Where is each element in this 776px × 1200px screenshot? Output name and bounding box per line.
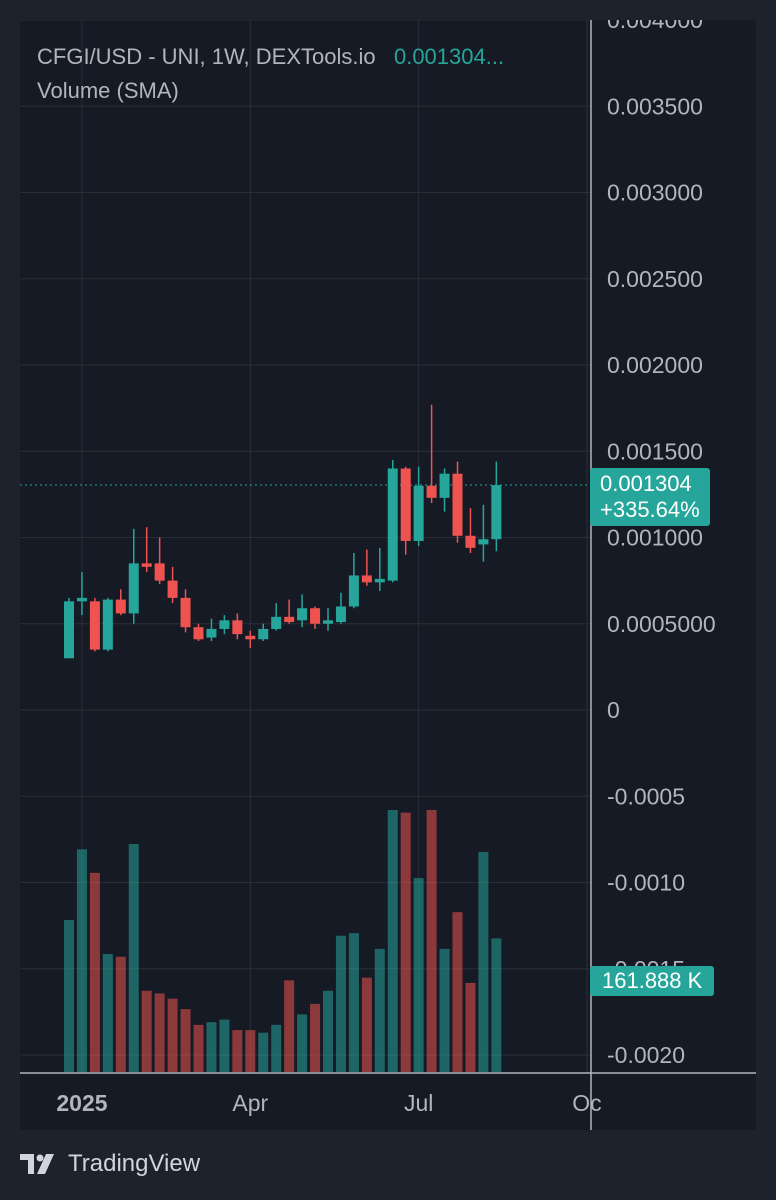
volume-bar	[115, 956, 126, 1072]
volume-bar	[400, 812, 411, 1072]
x-axis-tick-label: 2025	[56, 1090, 107, 1116]
candle-body	[232, 620, 243, 635]
candle-body	[374, 578, 385, 583]
candle-body	[465, 535, 476, 548]
candle-body	[89, 601, 100, 650]
candle-body	[64, 601, 74, 659]
volume-bar	[245, 1030, 256, 1072]
candle-body	[348, 575, 359, 607]
volume-bar	[271, 1024, 282, 1072]
volume-bar	[465, 982, 476, 1072]
y-axis-tick-label: -0.0020	[607, 1042, 685, 1068]
y-axis-tick-label: 0.001500	[607, 438, 703, 464]
candle-body	[154, 563, 165, 581]
volume-bar	[232, 1030, 243, 1072]
candle-body	[297, 608, 308, 621]
volume-bar	[167, 998, 178, 1072]
legend-price: 0.001304...	[393, 44, 505, 69]
volume-bar	[89, 872, 100, 1072]
candle-body	[102, 599, 113, 650]
volume-bar	[426, 810, 437, 1072]
y-axis-tick-label: 0.002500	[607, 266, 703, 292]
candle-body	[323, 620, 333, 624]
volume-bar	[452, 912, 463, 1072]
candle-body	[310, 608, 321, 624]
candle-body	[128, 563, 139, 614]
volume-bar	[193, 1024, 204, 1072]
volume-bar	[76, 849, 87, 1072]
price-change-value: +335.64%	[600, 497, 700, 522]
volume-bar	[219, 1019, 230, 1072]
candle-body	[439, 473, 450, 498]
volume-bar	[323, 990, 333, 1072]
tradingview-branding[interactable]: TradingView	[20, 1148, 200, 1180]
volume-bar	[348, 933, 359, 1072]
volume-bar	[335, 935, 346, 1072]
volume-tag: 161.888 K	[590, 966, 715, 996]
y-axis-tick-label: 0.0005000	[607, 611, 716, 637]
candle-body	[361, 575, 372, 583]
candle-body	[426, 485, 437, 498]
y-axis-tick-label: 0.004000	[607, 20, 703, 33]
symbol-label: CFGI/USD - UNI, 1W, DEXTools.io	[37, 44, 376, 69]
chart-panel[interactable]: 0.004000 0.003500 0.003000 0.002500 0.002000…	[20, 20, 756, 1130]
candle-body	[245, 635, 256, 640]
volume-bar	[297, 1014, 308, 1072]
candle-body	[219, 620, 230, 629]
candle-body	[400, 468, 411, 541]
y-axis-tick-label: -0.0010	[607, 870, 685, 896]
volume-bar	[413, 878, 424, 1072]
candle-body	[271, 616, 282, 629]
candle-body	[258, 628, 269, 640]
volume-bar	[128, 844, 139, 1072]
volume-legend: Volume (SMA)	[37, 78, 179, 103]
volume-bar	[491, 938, 502, 1072]
candle-body	[413, 485, 424, 541]
y-axis-tick-label: -0.0005	[607, 783, 685, 809]
volume-bar	[64, 920, 74, 1072]
candle-body	[387, 468, 398, 581]
candle-body	[180, 597, 191, 628]
y-axis-tick-label: 0.003500	[607, 93, 703, 119]
volume-bar	[154, 993, 165, 1072]
volume-bar	[206, 1022, 217, 1072]
volume-bar	[180, 1009, 191, 1072]
volume-bar	[258, 1032, 269, 1072]
volume-bar	[102, 954, 113, 1072]
candlestick-chart[interactable]: 0.004000 0.003500 0.003000 0.002500 0.002000…	[20, 20, 756, 1130]
y-axis-tick-label: 0.001000	[607, 525, 703, 551]
volume-bar	[310, 1003, 321, 1072]
last-price-tag: 0.001304 +335.64%	[590, 468, 710, 526]
tradingview-logo-icon	[20, 1154, 54, 1174]
y-axis-tick-label: 0.003000	[607, 180, 703, 206]
volume-bar	[439, 948, 450, 1072]
volume-bar	[361, 977, 372, 1072]
y-axis-tick-label: 0.002000	[607, 352, 703, 378]
volume-bar	[284, 980, 295, 1072]
volume-bar	[374, 948, 385, 1072]
x-axis-tick-label: Oc	[572, 1090, 601, 1116]
y-axis-tick-label: 0	[607, 697, 620, 723]
x-axis-tick-label: Jul	[404, 1090, 433, 1116]
candle-body	[115, 599, 126, 614]
candle-body	[206, 628, 217, 638]
symbol-legend: CFGI/USD - UNI, 1W, DEXTools.io 0.001304…	[37, 44, 504, 70]
candle-body	[478, 539, 489, 545]
candle-body	[141, 563, 152, 567]
candle-body	[76, 597, 87, 602]
volume-bar	[387, 810, 398, 1072]
candle-body	[284, 616, 295, 623]
candle-body	[193, 627, 204, 640]
candle-body	[491, 485, 502, 540]
candle-body	[167, 580, 178, 598]
brand-name: TradingView	[68, 1150, 201, 1177]
volume-bar	[478, 851, 489, 1072]
volume-bar	[141, 990, 152, 1072]
candle-body	[452, 473, 463, 536]
x-axis-tick-label: Apr	[232, 1090, 268, 1116]
candle-body	[335, 606, 346, 623]
last-price-value: 0.001304	[600, 471, 692, 496]
